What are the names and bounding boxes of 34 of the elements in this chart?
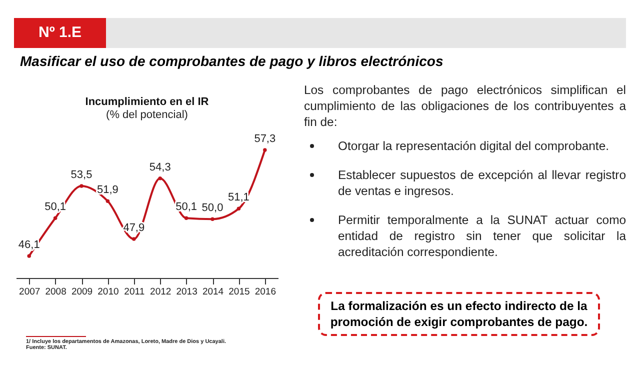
x-tick-label: 2013 <box>176 286 198 298</box>
chart-subtitle: (% del potencial) <box>106 109 188 121</box>
text: Masificar el uso de comprobantes de pago y libros electrónicos <box>20 53 444 69</box>
point <box>236 206 241 211</box>
x-tick-label: 2012 <box>150 286 172 298</box>
chart-title: Incumplimiento en el IR <box>85 96 209 108</box>
point <box>106 199 110 203</box>
text: Establecer supuestos de excepción al llevar registro de ventas e ingresos. <box>338 167 626 199</box>
point <box>27 254 31 258</box>
text: Otorgar la representación digital del comprobante. <box>338 138 610 154</box>
point <box>263 148 267 152</box>
text: Nº 1.E <box>14 18 106 48</box>
point <box>210 217 214 221</box>
x-tick-label: 2011 <box>124 286 145 298</box>
point <box>184 216 188 220</box>
x-tick-label: 2007 <box>19 286 40 298</box>
data-label: 57,3 <box>254 133 276 145</box>
x-tick-label: 2010 <box>98 286 119 298</box>
point <box>53 216 58 220</box>
point <box>132 237 136 241</box>
x-tick-label: 2014 <box>202 286 224 298</box>
data-label: 50,0 <box>202 202 224 214</box>
x-tick-label: 2009 <box>71 286 93 298</box>
point <box>158 176 162 180</box>
x-tick-label: 2015 <box>228 286 250 298</box>
x-tick-label: 2008 <box>45 286 66 298</box>
data-label: 54,3 <box>149 161 171 174</box>
point <box>80 184 84 188</box>
data-label: 53,5 <box>70 168 92 181</box>
text: Los comprobantes de pago electrónicos simplifican el cumplimiento de las obligaciones de los contribuyentes a fin de: <box>304 82 626 130</box>
data-label: 51,9 <box>96 184 118 196</box>
text: La formalización es un efecto indirecto de la promoción de exigir comprobantes de pago. <box>318 292 600 336</box>
x-tick-label: 2016 <box>254 286 276 298</box>
text: Permitir temporalmente a la SUNAT actuar como entidad de registro sin tener que solicitar la acreditación correspondiente. <box>338 212 626 260</box>
